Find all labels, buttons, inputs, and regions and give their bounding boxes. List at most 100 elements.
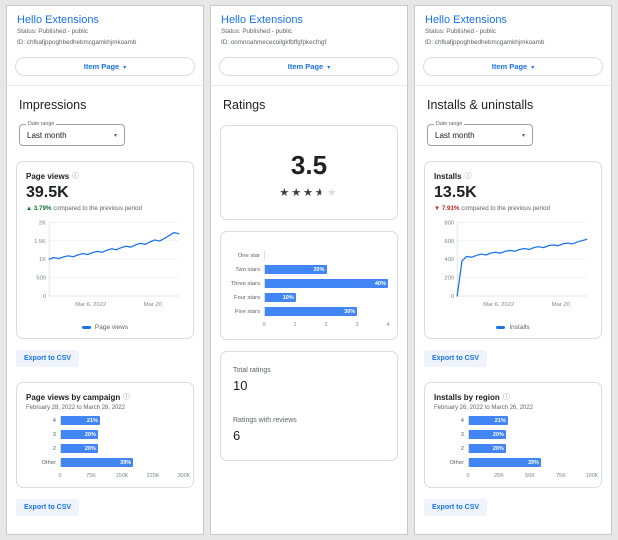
legend-line-swatch — [496, 326, 506, 329]
installs-line-chart: 0 200 400 600 800 Mar 6, 2022 Mar 20 — [434, 217, 592, 323]
export-row: Export to CSV — [415, 346, 611, 378]
item-page-row: Item Page ▾ — [211, 52, 407, 86]
card-title: Page views by campaign — [26, 392, 121, 402]
page-views-line-chart: 0 500 1K 1.5K 2K Mar 6, 2022 Mar 20 — [26, 217, 184, 323]
svg-text:0: 0 — [43, 294, 46, 300]
extension-header: Hello Extensions Status: Published - pub… — [415, 6, 611, 52]
date-range-select[interactable]: Date range Last month ▾ — [19, 121, 125, 146]
delta-percent: 3.79% — [33, 205, 52, 212]
total-ratings-label: Total ratings — [233, 367, 271, 374]
ratings-with-reviews-value: 6 — [233, 428, 241, 443]
export-csv-button[interactable]: Export to CSV — [16, 350, 80, 368]
panel-impressions: Hello Extensions Status: Published - pub… — [6, 5, 204, 535]
bar-row: 2 20% — [434, 444, 592, 454]
card-title-row: Installs ⓘ — [434, 171, 592, 181]
delta-percent-group: ▲ 3.79% — [26, 205, 51, 212]
info-icon[interactable]: ⓘ — [464, 173, 472, 180]
legend-label: Installs — [509, 324, 530, 332]
export-csv-button[interactable]: Export to CSV — [16, 499, 80, 517]
date-range-label: Date range — [434, 121, 465, 127]
svg-text:Mar 20: Mar 20 — [552, 302, 570, 308]
svg-text:Mar 6, 2022: Mar 6, 2022 — [75, 302, 106, 308]
info-icon[interactable]: ⓘ — [72, 173, 80, 180]
delta-arrow-icon: ▼ — [434, 205, 441, 212]
item-page-row: Item Page ▾ — [7, 52, 203, 86]
average-rating-value: 3.5 — [290, 150, 328, 180]
bar-row: Other 39% — [26, 458, 184, 468]
extension-id: ID: chfkafjppoghbedhebmcgamkhjmkoamb — [17, 38, 137, 46]
info-icon[interactable]: ⓘ — [502, 394, 510, 402]
legend-label: Page views — [94, 324, 129, 332]
installs-by-region-card: Installs by region ⓘ February 26, 2022 t… — [424, 382, 602, 489]
item-page-button[interactable]: Item Page ▾ — [15, 57, 195, 76]
svg-text:1K: 1K — [39, 257, 46, 263]
page-views-by-campaign-card: Page views by campaign ⓘ February 28, 20… — [16, 382, 194, 489]
card-subtitle: February 26, 2022 to March 26, 2022 — [434, 405, 534, 412]
svg-text:Mar 6, 2022: Mar 6, 2022 — [483, 302, 514, 308]
star-icons-empty: ★★★★★ — [279, 187, 339, 199]
item-page-label: Item Page — [491, 62, 528, 71]
item-page-button[interactable]: Item Page ▾ — [423, 57, 603, 76]
chart-legend[interactable]: Page views — [26, 324, 184, 331]
ratings-with-reviews-label: Ratings with reviews — [233, 417, 297, 424]
card-title: Page views — [26, 171, 70, 181]
date-range-value: Last month — [435, 131, 475, 140]
date-range-value: Last month — [27, 131, 67, 140]
delta-text: compared to the previous period — [461, 205, 550, 212]
export-csv-button[interactable]: Export to CSV — [424, 350, 488, 368]
svg-text:Mar 20: Mar 20 — [144, 302, 162, 308]
card-title-row: Page views by campaign ⓘ — [26, 392, 184, 402]
bar-row: 4 21% — [26, 416, 184, 426]
svg-text:600: 600 — [444, 239, 454, 245]
item-page-label: Item Page — [287, 62, 324, 71]
chevron-down-icon: ▾ — [123, 65, 127, 71]
region-bar-chart: 4 21% 3 20% 2 20% Other 39% 0 25K 50K 75K 100K — [434, 416, 599, 480]
extension-title-link[interactable]: Hello Extensions — [221, 14, 303, 26]
svg-text:500: 500 — [36, 276, 46, 282]
export-csv-button[interactable]: Export to CSV — [424, 499, 488, 517]
panel-ratings: Hello Extensions Status: Published - pub… — [210, 5, 408, 535]
star-rating: ★★★★★ ★★★★★ — [279, 188, 338, 199]
star-icons-filled: ★★★★★ — [279, 188, 321, 199]
bar-row: 4 21% — [434, 416, 592, 426]
ratings-distribution-card: One star Two stars 20% Three stars 40% Four s… — [220, 231, 398, 340]
svg-text:800: 800 — [444, 220, 454, 226]
item-page-label: Item Page — [83, 62, 120, 71]
panel-installs: Hello Extensions Status: Published - pub… — [414, 5, 612, 535]
chevron-down-icon: ▾ — [531, 65, 535, 71]
page-title: Ratings — [223, 98, 266, 112]
card-subtitle: February 28, 2022 to March 28, 2022 — [26, 405, 126, 412]
item-page-row: Item Page ▾ — [415, 52, 611, 86]
item-page-button[interactable]: Item Page ▾ — [219, 57, 399, 76]
extension-status: Status: Published - public — [221, 28, 293, 35]
metric-value: 13.5K — [434, 184, 477, 201]
card-title-row: Page views ⓘ — [26, 171, 184, 181]
extension-status: Status: Published - public — [425, 28, 497, 35]
delta-percent-group: ▼ 7.91% — [434, 205, 459, 212]
extension-header: Hello Extensions Status: Published - pub… — [7, 6, 203, 52]
svg-text:200: 200 — [444, 276, 454, 282]
delta-text: compared to the previous period — [53, 205, 142, 212]
installs-card: Installs ⓘ 13.5K ▼ 7.91% compared to the… — [424, 161, 602, 340]
campaign-bar-chart: 4 21% 3 20% 2 20% Other 39% 0 75K 150K 225K 300K — [26, 416, 190, 480]
metric-delta: ▼ 7.91% compared to the previous period — [434, 205, 592, 212]
delta-arrow-icon: ▲ — [26, 205, 33, 212]
bar-row: One star — [230, 251, 388, 260]
info-icon[interactable]: ⓘ — [123, 394, 131, 402]
extension-title-link[interactable]: Hello Extensions — [425, 14, 507, 26]
date-range-label: Date range — [26, 121, 57, 127]
chart-legend[interactable]: Installs — [434, 324, 592, 331]
ratings-bar-chart: One star Two stars 20% Three stars 40% Four s… — [230, 251, 390, 329]
extension-header: Hello Extensions Status: Published - pub… — [211, 6, 407, 52]
export-row: Export to CSV — [7, 346, 203, 378]
extension-id: ID: onmnoahmececoilgkfbffgfpkecfngf — [221, 38, 327, 46]
extension-title-link[interactable]: Hello Extensions — [17, 14, 99, 26]
export-row: Export to CSV — [415, 495, 611, 527]
svg-text:2K: 2K — [39, 220, 46, 226]
bar-axis: 0 25K 50K 75K 100K — [466, 473, 599, 480]
bar-row: Three stars 40% — [230, 279, 388, 288]
date-range-select[interactable]: Date range Last month ▾ — [427, 121, 533, 146]
export-row: Export to CSV — [7, 495, 203, 527]
page-views-card: Page views ⓘ 39.5K ▲ 3.79% compared to t… — [16, 161, 194, 340]
